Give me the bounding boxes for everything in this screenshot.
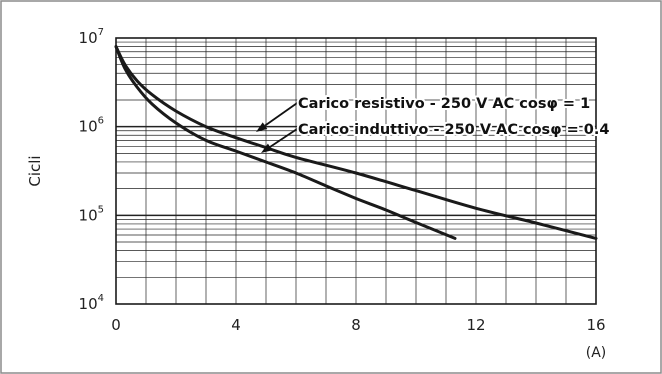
y-tick-label: 106 xyxy=(79,116,104,136)
y-tick-label: 104 xyxy=(79,293,104,313)
y-tick-label: 105 xyxy=(79,204,104,224)
plot-area-border xyxy=(115,37,597,305)
x-axis-unit-label: (A) xyxy=(586,345,607,361)
x-tick-label: 16 xyxy=(586,316,605,334)
y-tick-label: 107 xyxy=(79,27,104,47)
y-tick-base: 10 xyxy=(79,118,98,136)
x-tick-label: 12 xyxy=(466,316,485,334)
annotation-inductive-arrowhead xyxy=(261,143,273,153)
annotation-resistive-leader-line xyxy=(264,100,301,127)
x-tick-label: 8 xyxy=(351,316,361,334)
x-tick-labels: 0 4 8 12 16 xyxy=(111,316,605,334)
y-axis-label: Cicli xyxy=(26,155,44,186)
grid xyxy=(116,38,596,304)
annotation-inductive-halo: Carico induttivo - 250 V AC cosφ = 0.4 xyxy=(298,122,609,138)
series-line-resistive xyxy=(114,45,598,240)
series-lines xyxy=(114,45,598,240)
y-tick-exponent: 5 xyxy=(98,204,104,215)
annotation-resistive-arrowhead xyxy=(256,122,268,132)
annotation-resistive-halo: Carico resistivo - 250 V AC cosφ = 1 xyxy=(298,96,590,112)
y-tick-exponent: 6 xyxy=(98,116,104,127)
annotation-inductive-text: Carico induttivo - 250 V AC cosφ = 0.4 xyxy=(298,122,609,138)
x-tick-label: 4 xyxy=(231,316,241,334)
y-tick-base: 10 xyxy=(79,206,98,224)
x-tick-label: 0 xyxy=(111,316,121,334)
annotation-resistive-text: Carico resistivo - 250 V AC cosφ = 1 xyxy=(298,96,590,112)
y-tick-exponent: 7 xyxy=(98,27,104,38)
annotation-inductive-leader-line xyxy=(269,126,301,148)
y-tick-base: 10 xyxy=(79,29,98,47)
annotations: Carico resistivo - 250 V AC cosφ = 1 Cari… xyxy=(256,94,611,153)
y-tick-base: 10 xyxy=(79,295,98,313)
y-tick-exponent: 4 xyxy=(98,293,104,304)
series-line-inductive xyxy=(114,45,457,240)
